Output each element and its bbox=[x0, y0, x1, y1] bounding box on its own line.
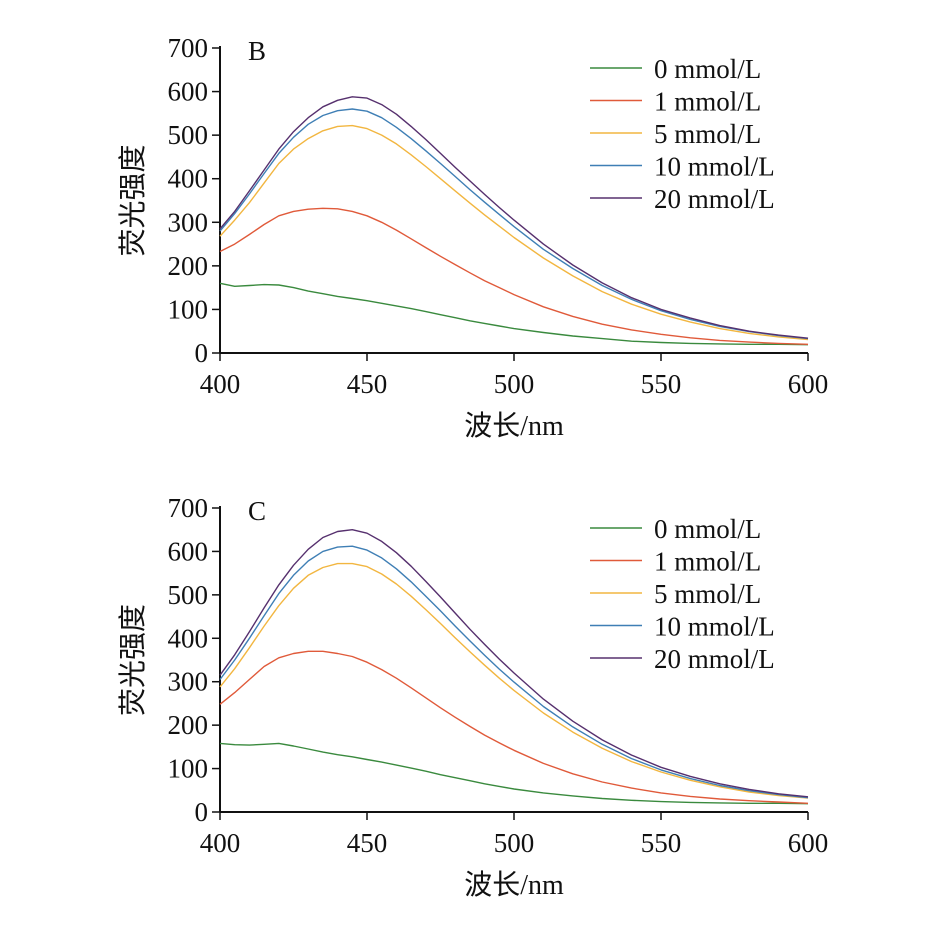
y-tick-label: 300 bbox=[168, 207, 209, 237]
series-line-0 bbox=[219, 282, 809, 346]
x-axis-title: 波长/nm bbox=[464, 410, 564, 442]
y-tick-label: 100 bbox=[168, 294, 209, 324]
x-tick-label: 450 bbox=[347, 828, 388, 858]
legend-label: 1 mmol/L bbox=[654, 87, 761, 117]
y-tick-label: 0 bbox=[195, 338, 209, 368]
y-tick-label: 300 bbox=[168, 667, 209, 697]
series-line-1 bbox=[219, 650, 809, 804]
y-tick-label: 700 bbox=[168, 493, 209, 523]
legend-label: 0 mmol/L bbox=[654, 514, 761, 544]
x-tick-label: 500 bbox=[494, 828, 535, 858]
legend-label: 20 mmol/L bbox=[654, 184, 775, 214]
legend-label: 5 mmol/L bbox=[654, 579, 761, 609]
series-line-4 bbox=[219, 96, 809, 339]
series-line-0 bbox=[219, 742, 809, 805]
series-line-2 bbox=[219, 562, 809, 799]
y-tick-label: 500 bbox=[168, 120, 209, 150]
y-axis-title: 荧光强度 bbox=[117, 604, 149, 716]
x-tick-label: 600 bbox=[788, 369, 829, 399]
y-tick-label: 200 bbox=[168, 251, 209, 281]
series-line-3 bbox=[219, 108, 809, 340]
x-tick-label: 550 bbox=[641, 828, 682, 858]
x-tick-label: 400 bbox=[200, 828, 241, 858]
legend-label: 0 mmol/L bbox=[654, 54, 761, 84]
series-line-2 bbox=[219, 124, 809, 341]
y-tick-label: 500 bbox=[168, 580, 209, 610]
y-tick-label: 400 bbox=[168, 164, 209, 194]
y-tick-label: 400 bbox=[168, 623, 209, 653]
y-tick-label: 0 bbox=[195, 797, 209, 827]
series-line-3 bbox=[219, 545, 809, 799]
legend-label: 10 mmol/L bbox=[654, 612, 775, 642]
x-tick-label: 400 bbox=[200, 369, 241, 399]
x-tick-label: 600 bbox=[788, 828, 829, 858]
x-tick-label: 500 bbox=[494, 369, 535, 399]
y-tick-label: 200 bbox=[168, 710, 209, 740]
y-tick-label: 100 bbox=[168, 754, 209, 784]
y-tick-label: 600 bbox=[168, 77, 209, 107]
y-axis-title: 荧光强度 bbox=[117, 144, 149, 256]
panel-label: B bbox=[248, 36, 266, 66]
y-tick-label: 700 bbox=[168, 33, 209, 63]
legend-label: 1 mmol/L bbox=[654, 547, 761, 577]
x-axis-title: 波长/nm bbox=[464, 869, 564, 901]
series-line-1 bbox=[219, 207, 809, 345]
legend-label: 20 mmol/L bbox=[654, 644, 775, 674]
series-line-4 bbox=[219, 529, 809, 798]
y-tick-label: 600 bbox=[168, 536, 209, 566]
x-tick-label: 450 bbox=[347, 369, 388, 399]
panel-label: C bbox=[248, 496, 266, 526]
chart-panel-c: 0 100 200 300 400 500 600 700 400 450 500 550 600 波长/… bbox=[117, 493, 828, 901]
chart-panel-b: 0 100 200 300 400 500 600 700 400 450 500 550 600 波长/… bbox=[117, 33, 828, 442]
x-tick-label: 550 bbox=[641, 369, 682, 399]
legend-label: 10 mmol/L bbox=[654, 152, 775, 182]
legend-label: 5 mmol/L bbox=[654, 119, 761, 149]
